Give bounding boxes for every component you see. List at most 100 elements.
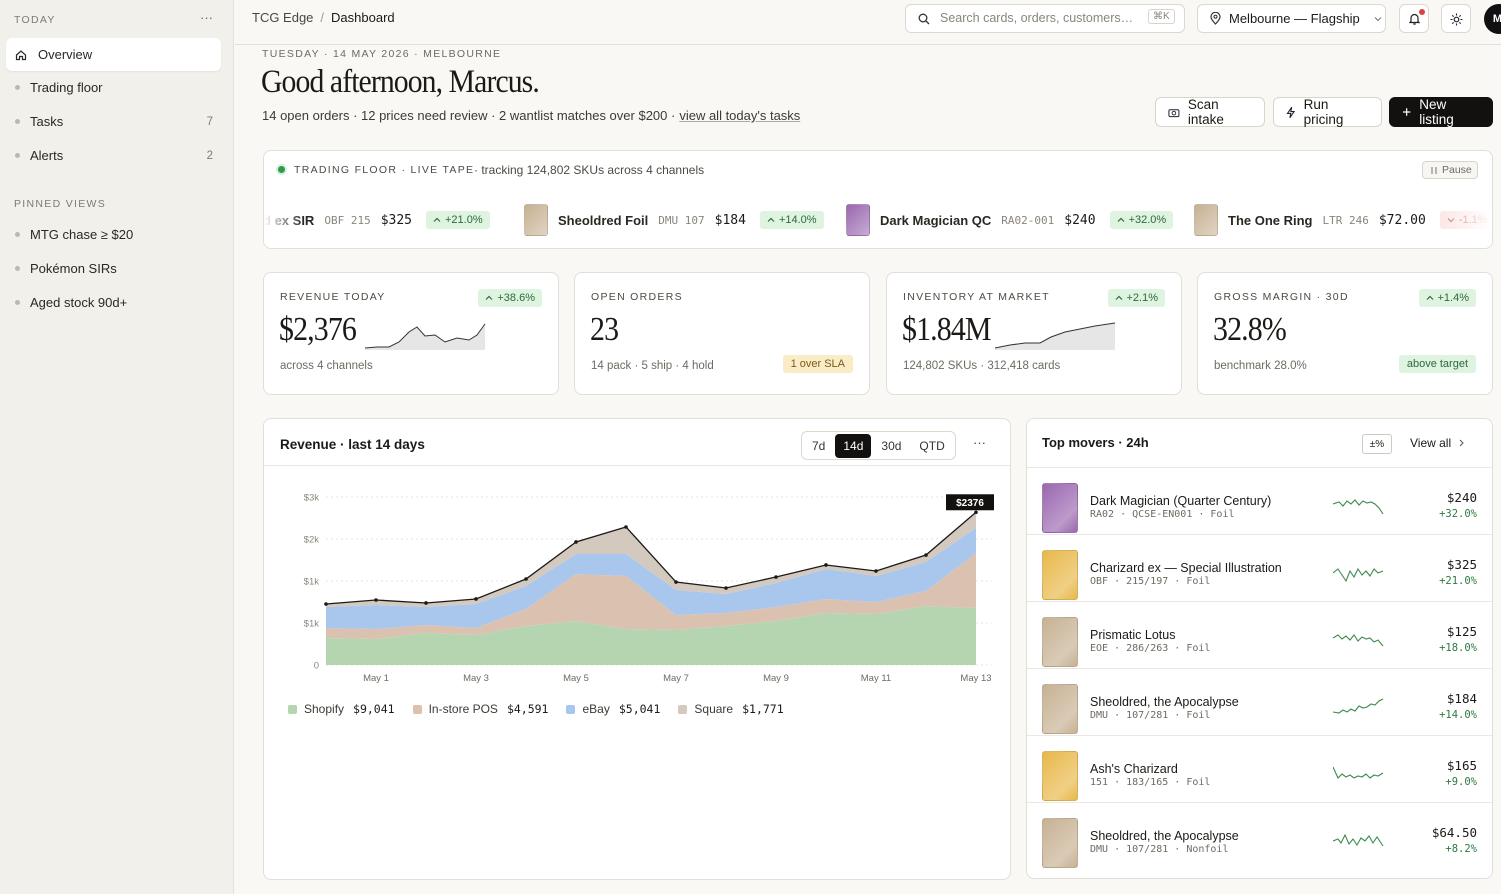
mover-change: +32.0% <box>1439 508 1477 520</box>
run-pricing-button[interactable]: Run pricing <box>1273 97 1382 127</box>
total-point <box>524 577 528 581</box>
legend-label: Shopify <box>304 702 345 716</box>
mover-row[interactable]: Sheoldred, the Apocalypse DMU · 107/281 ·… <box>1027 668 1492 735</box>
percent-toggle[interactable]: ±% <box>1362 434 1392 454</box>
total-point <box>674 580 678 584</box>
pause-button[interactable]: Pause <box>1422 161 1478 179</box>
card-code: DMU 107 <box>658 213 705 227</box>
card-price: $72.00 <box>1378 212 1426 228</box>
tasks-link[interactable]: view all today's tasks <box>679 108 801 123</box>
mover-price: $165 <box>1446 758 1477 773</box>
kpi-badge: 1 over SLA <box>782 355 853 373</box>
mover-row[interactable]: Dark Magician (Quarter Century) RA02 · QC… <box>1027 467 1492 534</box>
range-selector: 7d 14d 30d QTD <box>801 431 956 460</box>
view-all-link[interactable]: View all <box>1410 436 1464 450</box>
more-button[interactable]: ··· <box>200 10 213 25</box>
kpi-delta: +38.6% <box>478 289 542 307</box>
mover-change: +9.0% <box>1445 776 1477 788</box>
button-label: Run pricing <box>1303 97 1344 127</box>
mover-row[interactable]: Ash's Charizard 151 · 183/165 · Foil $165 +… <box>1027 735 1492 802</box>
trend-arrow <box>767 217 775 222</box>
pinned-view[interactable]: Pokémon SIRs <box>6 252 221 285</box>
mover-sparkline <box>1333 567 1384 583</box>
button-label: Pause <box>1442 164 1472 176</box>
greeting-summary: 14 open orders · 12 prices need review ·… <box>262 108 800 123</box>
chevron <box>1459 439 1464 447</box>
sparkline-line <box>1333 634 1384 647</box>
nav-item[interactable]: Trading floor <box>6 71 221 104</box>
mover-thumb <box>1042 751 1078 801</box>
mover-price: $125 <box>1446 624 1477 639</box>
brand[interactable]: TCG Edge <box>252 10 314 25</box>
sparkline <box>995 322 1116 350</box>
card-code: LTR 246 <box>1322 213 1369 227</box>
arrow-path <box>1117 217 1124 222</box>
kpi-delta: +2.1% <box>1107 289 1165 307</box>
nav-label: Overview <box>38 47 93 62</box>
scan-intake-button[interactable]: Scan intake <box>1155 97 1265 127</box>
bullet <box>15 300 20 305</box>
change-chip: +21.0% <box>426 211 490 229</box>
sparkline <box>365 323 486 350</box>
area-3 <box>326 512 976 608</box>
mover-thumb <box>1042 684 1078 734</box>
nav-item[interactable]: Alerts 2 <box>6 139 221 172</box>
card-name: Sheoldred Foil <box>558 212 649 228</box>
range-option[interactable]: QTD <box>919 438 945 453</box>
nav-label: Tasks <box>30 114 64 129</box>
search-box[interactable]: Search cards, orders, customers… ⌘K <box>905 4 1185 33</box>
mover-row[interactable]: Prismatic Lotus EOE · 286/263 · Foil $125 +… <box>1027 601 1492 668</box>
section-heading: TODAY <box>14 14 56 26</box>
notifications-button[interactable] <box>1399 4 1429 33</box>
x-tick-label: May 9 <box>763 673 789 684</box>
change-chip: +14.0% <box>759 211 824 229</box>
chevron <box>1374 16 1382 21</box>
pinned-view[interactable]: MTG chase ≥ $20 <box>6 218 221 251</box>
mover-change: +14.0% <box>1439 709 1477 721</box>
range-option[interactable]: 14d <box>835 433 872 458</box>
y-tick-label: $1k <box>304 577 320 588</box>
mover-sparkline <box>1333 634 1384 647</box>
section-heading: PINNED VIEWS <box>14 198 107 210</box>
kpi-label: REVENUE TODAY <box>280 291 386 303</box>
mover-thumb <box>1042 550 1078 600</box>
card-price: $240 <box>1064 212 1096 228</box>
total-point <box>724 586 728 590</box>
total-line <box>325 511 977 605</box>
plus-icon <box>1402 108 1411 116</box>
card-code: OBF 215 <box>324 213 371 227</box>
delta-value: +38.6% <box>497 292 535 304</box>
kpi-card: REVENUE TODAY +38.6% $2,376 across 4 channe… <box>263 272 559 395</box>
range-option[interactable]: 7d <box>812 438 826 453</box>
bolt-icon <box>1286 106 1296 118</box>
mover-change: +21.0% <box>1439 575 1477 587</box>
nav-item[interactable]: Tasks 7 <box>6 105 221 138</box>
range-option[interactable]: 30d <box>881 438 902 453</box>
legend: Shopify $9,041 In-store POS $4,591 eBay $5,04… <box>288 702 784 716</box>
chart-title: Revenue · last 14 days <box>280 437 425 452</box>
new-listing-button[interactable]: New listing <box>1389 97 1493 127</box>
arrow-path <box>433 217 441 222</box>
total-point <box>324 602 328 606</box>
nav-item[interactable]: Overview <box>6 38 221 71</box>
x-tick-label: May 5 <box>563 673 589 684</box>
sparkline-line <box>995 322 1116 349</box>
location-select[interactable]: Melbourne — Flagship <box>1197 4 1386 33</box>
theme-button[interactable] <box>1441 4 1471 33</box>
mover-row[interactable]: Charizard ex — Special Illustration OBF ·… <box>1027 534 1492 601</box>
kpi-label: OPEN ORDERS <box>591 291 683 303</box>
pinned-view[interactable]: Aged stock 90d+ <box>6 286 221 319</box>
bullet <box>15 232 20 237</box>
sparkline-area <box>365 324 485 350</box>
search-icon <box>918 13 930 25</box>
chart-menu[interactable]: ··· <box>973 435 986 450</box>
location-label: Melbourne — Flagship <box>1229 11 1360 26</box>
avatar[interactable]: MI <box>1484 4 1501 34</box>
chart: 0 $1k $1k $2k $3k May 1 May 3 May 5 May 7 May 9 Ma… <box>304 493 994 684</box>
mover-row[interactable]: Sheoldred, the Apocalypse DMU · 107/281 ·… <box>1027 802 1492 869</box>
mover-sparkline <box>1333 499 1384 515</box>
mover-price: $325 <box>1446 557 1477 572</box>
total-point <box>624 525 628 529</box>
mover-thumb <box>1042 483 1078 533</box>
